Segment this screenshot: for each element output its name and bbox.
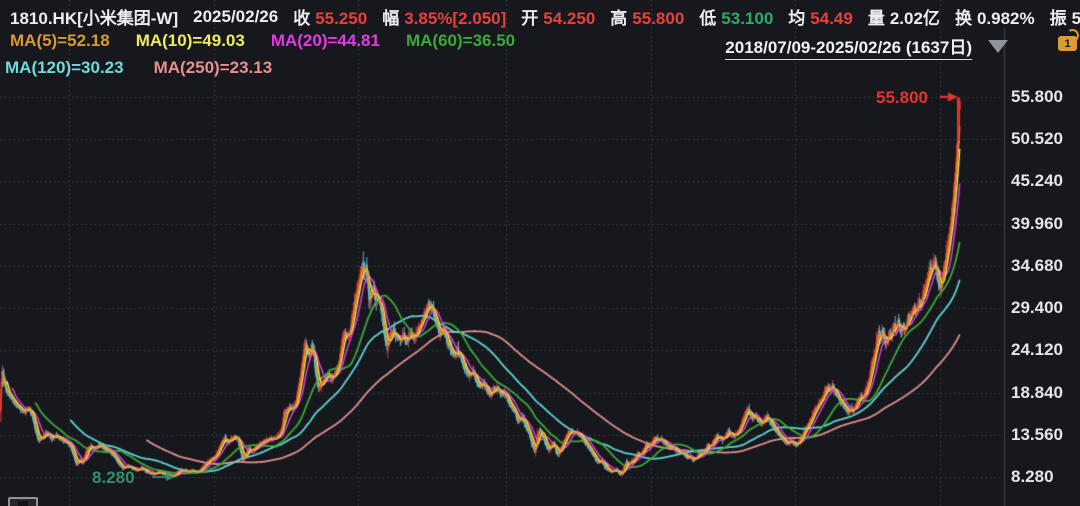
price-axis-label: 8.280	[1011, 467, 1054, 487]
stock-symbol: 1810.HK[小米集团-W]	[10, 9, 179, 28]
chart-tool-icon-glyph	[18, 501, 28, 506]
quote-field: 振5.08	[1049, 9, 1080, 28]
lock-badge-number: 1	[1064, 37, 1071, 50]
low-price-annotation: 8.280	[92, 468, 135, 488]
ma-legend-item: MA(250)=23.13	[153, 58, 273, 77]
quote-field: 开 54.250	[521, 9, 596, 28]
ma-legend-item: MA(60)=36.50	[405, 31, 516, 50]
quote-field: 高 55.800	[610, 9, 685, 28]
quote-date: 2025/02/26	[193, 6, 279, 26]
ma-legend-row2: MA(120)=30.23 MA(250)=23.13	[5, 58, 272, 78]
price-axis-label: 18.840	[1011, 382, 1063, 402]
ma-legend-item: MA(120)=30.23	[5, 58, 124, 77]
quote-field: 低 53.100	[699, 9, 774, 28]
price-axis-label: 34.680	[1011, 255, 1063, 275]
quote-header: 1810.HK[小米集团-W] 2025/02/26 收 55.250 幅 3.85%…	[10, 4, 1080, 29]
quote-level-lock-icon[interactable]: 1	[1058, 27, 1080, 51]
chart-tool-icon[interactable]	[8, 497, 38, 506]
chevron-down-icon[interactable]	[988, 40, 1008, 53]
ma-legend-row1: MA(5)=52.18 MA(10)=49.03 MA(20)=44.81 MA(60…	[10, 31, 515, 51]
quote-field: 均 54.49	[788, 9, 853, 28]
ma-legend-item: MA(20)=44.81	[270, 31, 380, 50]
high-price-annotation: 55.800	[876, 87, 928, 107]
date-range-block: 2018/07/09-2025/02/26 (1637日)	[725, 33, 1008, 60]
quote-field: 收 55.250	[293, 9, 368, 28]
price-axis-label: 45.240	[1011, 171, 1063, 191]
quote-field: 量 2.02亿	[867, 9, 940, 28]
quote-field: 换 0.982%	[954, 9, 1035, 28]
quote-field: 幅 3.85%[2.050]	[382, 9, 507, 28]
price-axis-label: 39.960	[1011, 213, 1063, 233]
price-axis-label: 24.120	[1011, 340, 1063, 360]
price-axis-label: 55.800	[1011, 86, 1063, 106]
price-axis-label: 13.560	[1011, 424, 1063, 444]
price-axis-label: 50.520	[1011, 129, 1063, 149]
ma-legend-item: MA(5)=52.18	[10, 31, 110, 50]
ma-legend-item: MA(10)=49.03	[135, 31, 245, 50]
price-axis-label: 29.400	[1011, 298, 1063, 318]
date-range-selector[interactable]: 2018/07/09-2025/02/26 (1637日)	[725, 33, 972, 60]
